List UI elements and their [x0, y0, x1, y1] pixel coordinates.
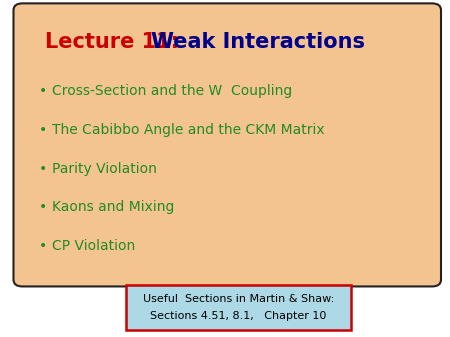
Text: Kaons and Mixing: Kaons and Mixing — [52, 200, 174, 214]
FancyBboxPatch shape — [14, 3, 441, 286]
Text: Lecture 11:: Lecture 11: — [45, 32, 193, 52]
Text: The Cabibbo Angle and the CKM Matrix: The Cabibbo Angle and the CKM Matrix — [52, 123, 324, 137]
Text: •: • — [39, 200, 47, 214]
Text: •: • — [39, 239, 47, 253]
FancyBboxPatch shape — [126, 285, 351, 330]
Text: CP Violation: CP Violation — [52, 239, 135, 253]
Text: Sections 4.51, 8.1,   Chapter 10: Sections 4.51, 8.1, Chapter 10 — [150, 311, 327, 321]
Text: Parity Violation: Parity Violation — [52, 161, 157, 176]
Text: Weak Interactions: Weak Interactions — [151, 32, 365, 52]
Text: •: • — [39, 161, 47, 176]
Text: Useful  Sections in Martin & Shaw:: Useful Sections in Martin & Shaw: — [143, 294, 334, 304]
Text: •: • — [39, 84, 47, 98]
Text: •: • — [39, 123, 47, 137]
Text: Cross-Section and the W  Coupling: Cross-Section and the W Coupling — [52, 84, 292, 98]
